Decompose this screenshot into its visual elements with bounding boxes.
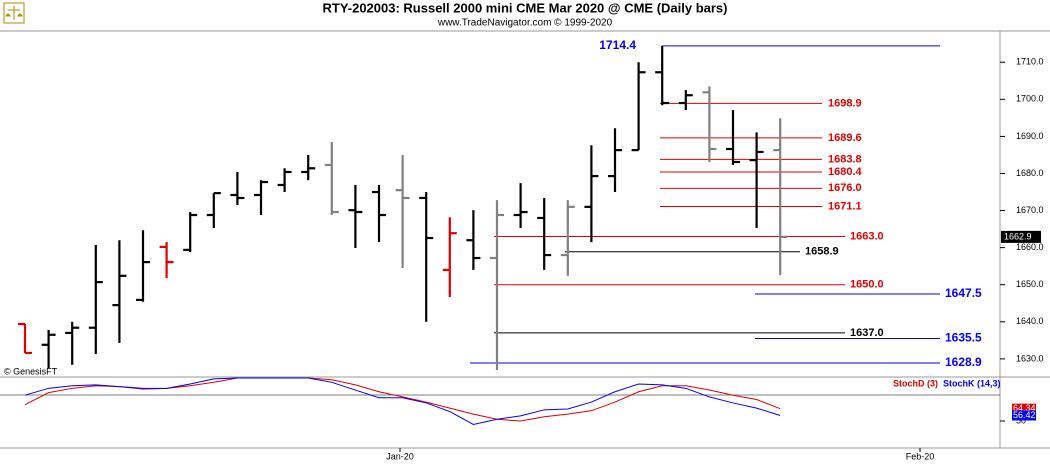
source: © GenesisFT: [4, 366, 58, 376]
indicator-line: [24, 377, 781, 422]
chart-subtitle: www.TradeNavigator.com © 1999-2020: [437, 18, 613, 29]
level-label: 1658.9: [805, 246, 839, 258]
y-tick-label: 1650.0: [1016, 279, 1044, 289]
last-price-label: 1662.9: [1004, 231, 1032, 241]
y-tick-label: 1690.0: [1016, 131, 1044, 141]
y-tick-label: 1660.0: [1016, 242, 1044, 252]
x-tick-label: Feb-20: [906, 451, 935, 461]
y-tick-label: 1630.0: [1016, 353, 1044, 363]
y-tick-label: 1670.0: [1016, 205, 1044, 215]
legend-entry: StochD (3): [893, 378, 938, 388]
level-label: 1635.5: [945, 331, 982, 345]
last-value-box: [1012, 403, 1036, 414]
y-tick-label: 1710.0: [1016, 57, 1044, 67]
last-value-label: 64.34: [1013, 403, 1036, 413]
level-label: 1683.8: [828, 153, 862, 165]
level-label: 1680.4: [828, 166, 863, 178]
y-tick-label: 1680.0: [1016, 168, 1044, 178]
y-tick-label: 1640.0: [1016, 316, 1044, 326]
level-label: 1663.0: [850, 230, 884, 242]
level-label: 1647.5: [945, 286, 982, 300]
level-label: 1698.9: [828, 97, 862, 109]
chart-title: RTY-202003: Russell 2000 mini CME Mar 20…: [322, 0, 727, 15]
level-label: 1689.6: [828, 132, 862, 144]
y-tick-label: 1700.0: [1016, 94, 1044, 104]
level-label: 1676.0: [828, 182, 862, 194]
level-label: 1628.9: [945, 355, 982, 369]
x-tick-label: Jan-20: [386, 451, 414, 461]
level-label: 1637.0: [850, 327, 884, 339]
legend-entry: StochK (14,3): [943, 378, 1001, 388]
level-label: 1714.4: [599, 38, 636, 52]
last-price-box: [1001, 230, 1041, 243]
last-value-box: [1012, 410, 1036, 421]
logo: [3, 2, 25, 24]
last-value-label: 56.42: [1013, 410, 1036, 420]
indicator-line: [24, 377, 781, 425]
level-label: 1671.1: [828, 200, 862, 212]
level-label: 1650.0: [850, 279, 884, 291]
